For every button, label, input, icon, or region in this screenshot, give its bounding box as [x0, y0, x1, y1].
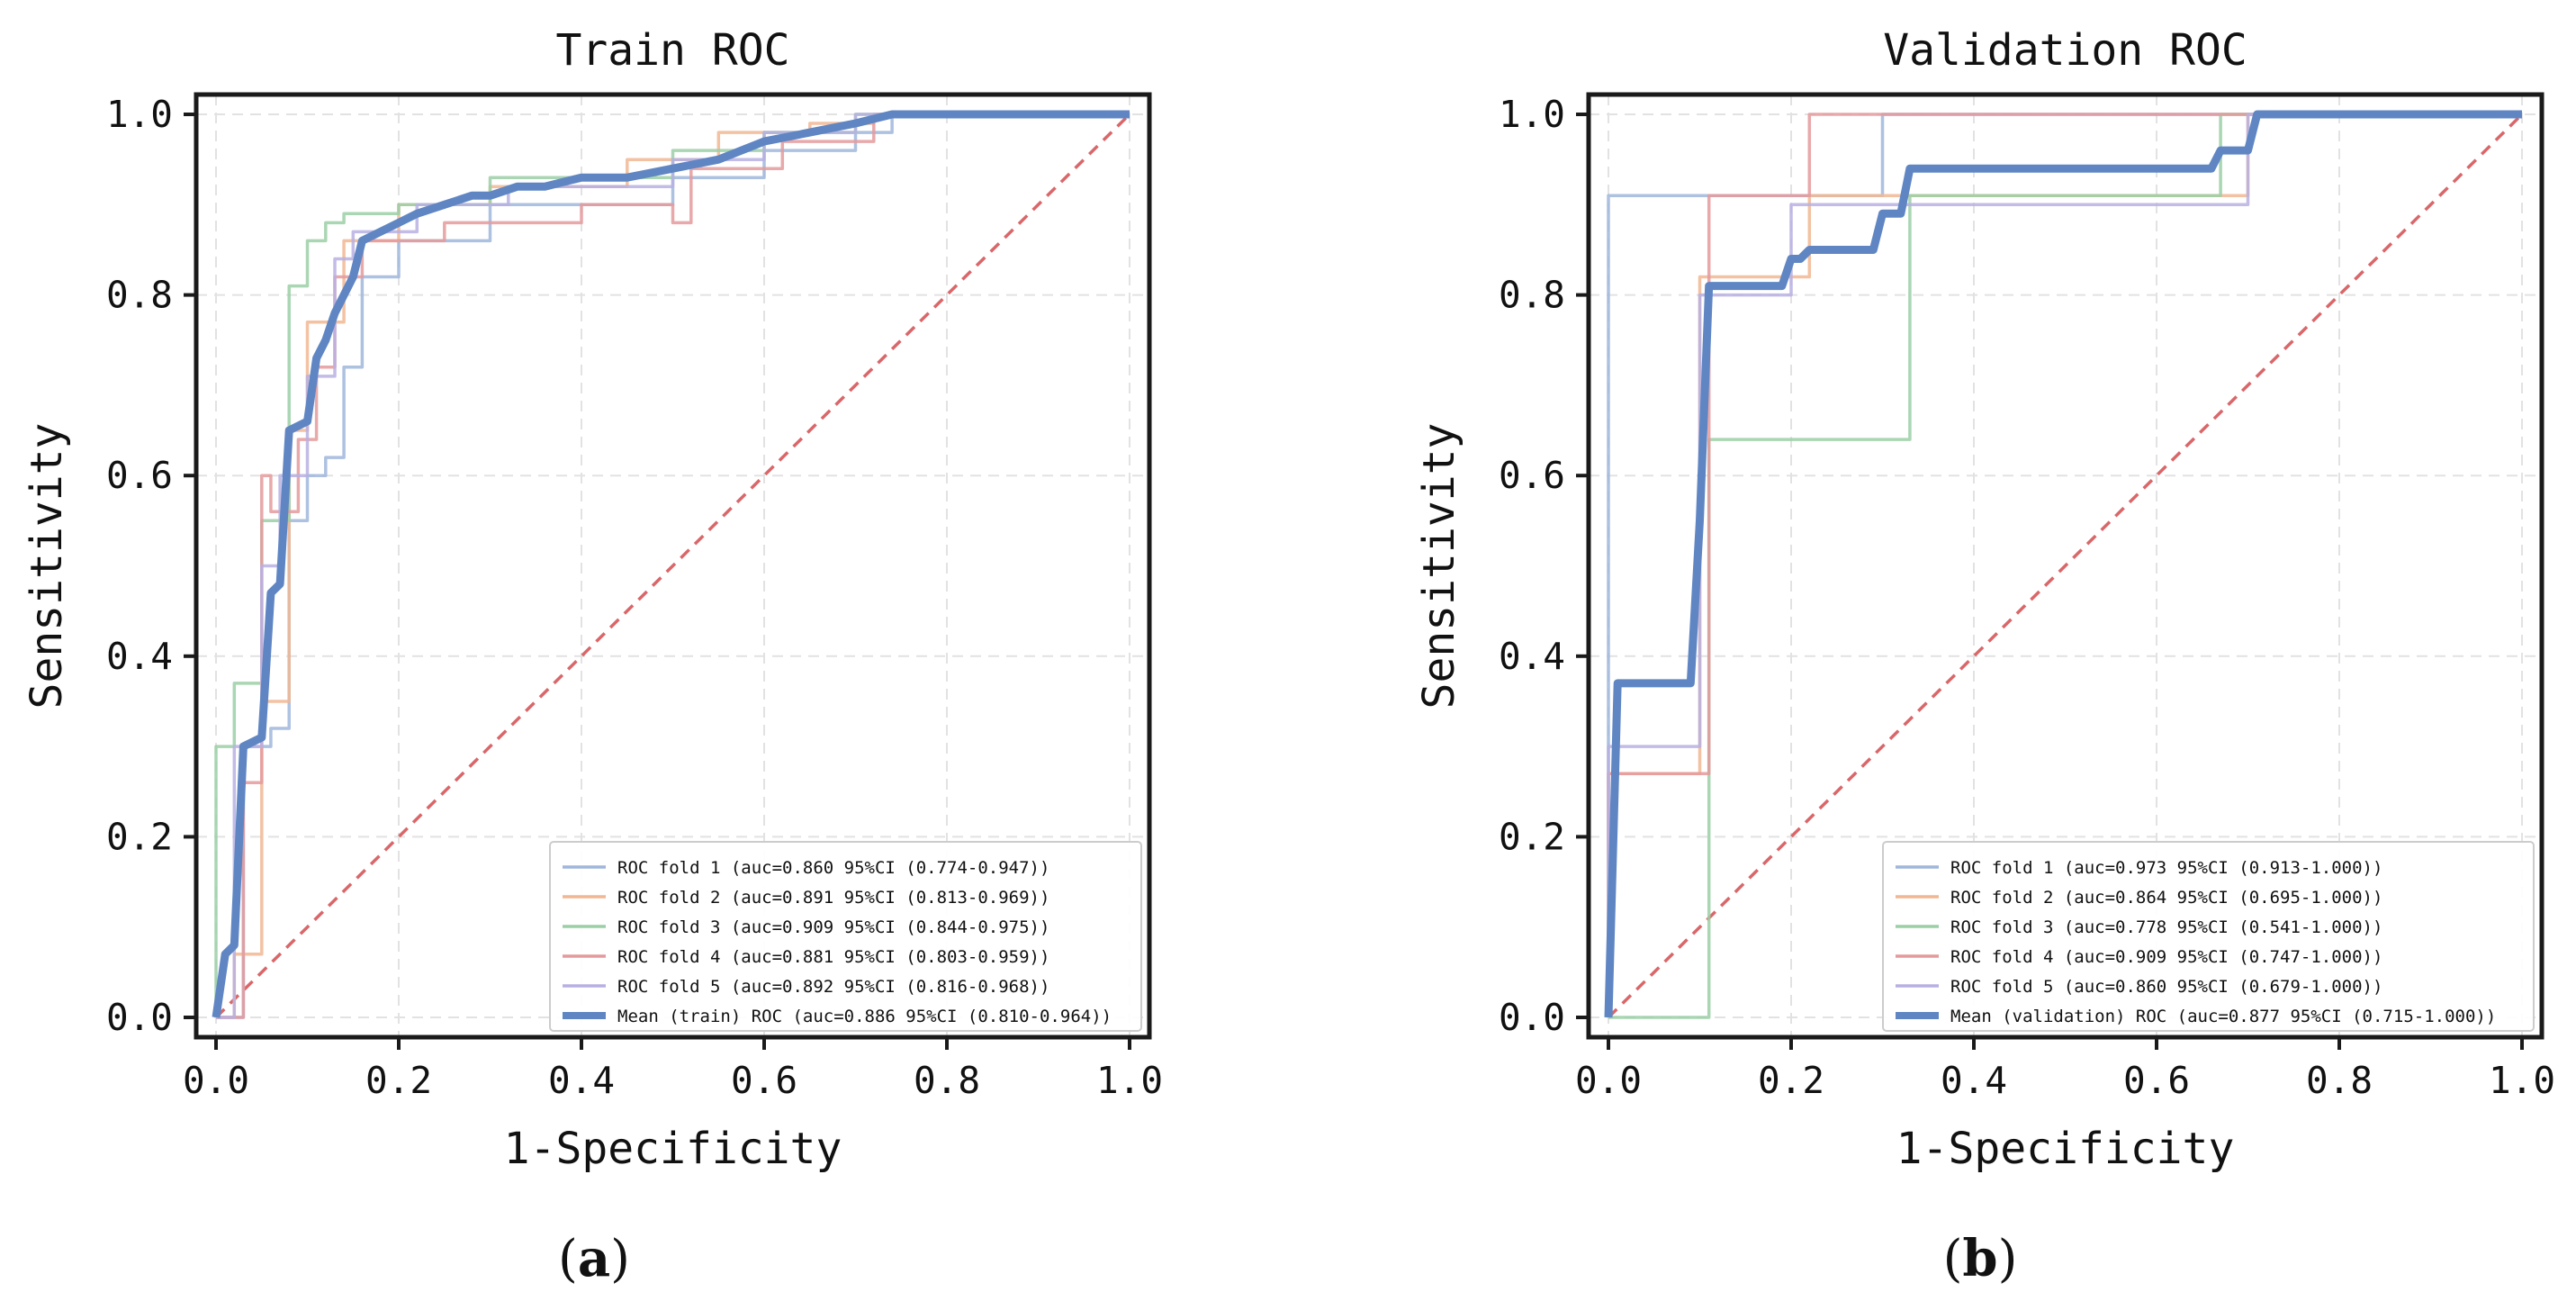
panel-label-close: ): [610, 1230, 630, 1288]
chart-title: Train ROC: [555, 25, 789, 76]
legend-entry: ROC fold 2 (auc=0.891 95%CI (0.813-0.969…: [617, 888, 1049, 908]
x-tick-label: 0.2: [365, 1059, 432, 1102]
panel-label-open: (: [1943, 1230, 1963, 1288]
y-tick-label: 0.2: [1499, 815, 1565, 858]
y-tick-label: 0.6: [1499, 454, 1565, 497]
x-axis-label: 1-Specificity: [1896, 1124, 2235, 1174]
x-tick-label: 0.8: [2306, 1059, 2373, 1102]
legend-entry: ROC fold 5 (auc=0.860 95%CI (0.679-1.000…: [1950, 977, 2382, 997]
x-tick-label: 0.8: [914, 1059, 980, 1102]
x-tick-label: 1.0: [2489, 1059, 2555, 1102]
y-tick-label: 0.8: [106, 274, 173, 317]
y-axis-label: Sensitivity: [1414, 423, 1464, 709]
chance-diagonal-line: [214, 113, 1131, 1019]
legend-box: [549, 841, 1142, 1032]
legend-entry: ROC fold 4 (auc=0.881 95%CI (0.803-0.959…: [617, 947, 1049, 967]
y-tick-label: 0.0: [106, 996, 173, 1039]
legend-entry: ROC fold 3 (auc=0.909 95%CI (0.844-0.975…: [617, 917, 1049, 937]
panel-label: (b): [1943, 1229, 2018, 1288]
x-tick-label: 0.4: [548, 1059, 615, 1102]
mean-roc-line: [212, 110, 1130, 1018]
panel-label-letter: b: [1962, 1229, 1997, 1288]
roc-fold-1-line: [216, 113, 1130, 1019]
panel-train-roc: 0.0 0.2 0.4 0.6 0.8 1.0 0.0 0.2 0.4 0.6 0.8 1.0 Trai…: [22, 25, 1163, 1288]
legend-box: [1882, 841, 2535, 1032]
x-tick-label: 0.0: [1575, 1059, 1642, 1102]
roc-fold-4-line: [216, 113, 1130, 1019]
legend-entry: ROC fold 3 (auc=0.778 95%CI (0.541-1.000…: [1950, 917, 2382, 937]
roc-fold-5-line: [216, 113, 1130, 1019]
x-tick-label: 0.0: [183, 1059, 249, 1102]
x-tick-label: 0.2: [1758, 1059, 1824, 1102]
legend: ROC fold 1 (auc=0.973 95%CI (0.913-1.000…: [1882, 841, 2535, 1032]
legend: ROC fold 1 (auc=0.860 95%CI (0.774-0.947…: [549, 841, 1142, 1032]
plot-frame: [194, 92, 1152, 1040]
chart-title: Validation ROC: [1883, 25, 2247, 76]
y-tick-label: 0.4: [1499, 635, 1565, 678]
legend-entry: ROC fold 5 (auc=0.892 95%CI (0.816-0.968…: [617, 977, 1049, 997]
panel-validation-roc: 0.0 0.2 0.4 0.6 0.8 1.0 0.0 0.2 0.4 0.6 0.8 1.0 Vali…: [1414, 25, 2555, 1288]
chance-diagonal-line: [1607, 113, 2524, 1019]
y-tick-label: 0.8: [1499, 274, 1565, 317]
legend-entry: ROC fold 4 (auc=0.909 95%CI (0.747-1.000…: [1950, 947, 2382, 967]
panel-label-open: (: [558, 1230, 578, 1288]
roc-fold-3-line: [1608, 113, 2522, 1019]
x-tick-label: 1.0: [1096, 1059, 1163, 1102]
y-axis-label: Sensitivity: [22, 423, 72, 709]
panel-label-letter: a: [578, 1229, 610, 1288]
legend-entry: Mean (train) ROC (auc=0.886 95%CI (0.810…: [617, 1007, 1112, 1026]
x-axis-label: 1-Specificity: [504, 1124, 842, 1174]
x-tick-label: 0.6: [731, 1059, 797, 1102]
y-tick-label: 1.0: [1499, 93, 1565, 136]
legend-entry: ROC fold 1 (auc=0.973 95%CI (0.913-1.000…: [1950, 858, 2382, 878]
plot-frame: [1586, 92, 2544, 1040]
y-tick-label: 0.0: [1499, 996, 1565, 1039]
y-tick-label: 1.0: [106, 93, 173, 136]
panel-label: (a): [558, 1229, 630, 1288]
legend-entry: Mean (validation) ROC (auc=0.877 95%CI (…: [1950, 1007, 2496, 1026]
y-tick-label: 0.6: [106, 454, 173, 497]
legend-entry: ROC fold 2 (auc=0.864 95%CI (0.695-1.000…: [1950, 888, 2382, 908]
mean-roc-line: [1604, 110, 2522, 1018]
panel-label-close: ): [1998, 1230, 2018, 1288]
x-tick-label: 0.6: [2123, 1059, 2190, 1102]
y-tick-label: 0.4: [106, 635, 173, 678]
x-tick-label: 0.4: [1941, 1059, 2007, 1102]
legend-entry: ROC fold 1 (auc=0.860 95%CI (0.774-0.947…: [617, 858, 1049, 878]
y-tick-label: 0.2: [106, 815, 173, 858]
